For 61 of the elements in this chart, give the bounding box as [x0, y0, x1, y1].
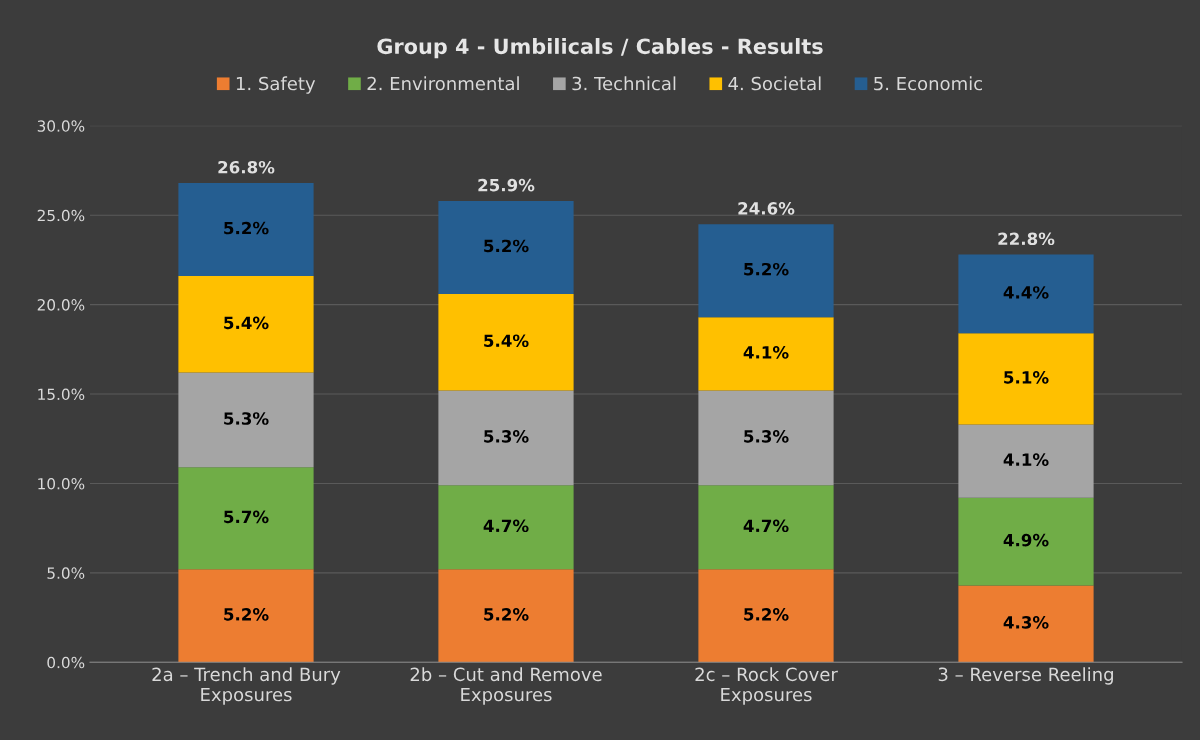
legend-label: 3. Technical — [572, 76, 676, 91]
y-tick-label: 0.0% — [47, 656, 85, 669]
bar — [178, 569, 314, 663]
data-label: 4.7% — [743, 519, 789, 533]
data-label: 4.3% — [1003, 616, 1049, 629]
chart-title: Group 4 - Umbilicals / Cables - Results — [377, 38, 823, 59]
data-label: 5.3% — [484, 430, 529, 443]
data-label: 4.4% — [1003, 286, 1049, 299]
bar — [698, 317, 834, 391]
bar — [698, 485, 834, 570]
bar — [958, 424, 1094, 498]
data-label: 5.3% — [744, 430, 789, 443]
bar — [438, 200, 574, 294]
bar — [958, 497, 1094, 586]
data-label: 4.9% — [1003, 533, 1049, 547]
x-tick-label: 2a – Trench and Bury Exposures — [152, 667, 341, 705]
total-label: 25.9% — [478, 178, 535, 192]
bar — [958, 254, 1094, 334]
data-label: 5.4% — [484, 334, 529, 348]
x-tick-label: 2b – Cut and Remove Exposures — [410, 667, 602, 705]
bar — [698, 224, 834, 318]
bar — [698, 390, 834, 486]
data-label: 5.7% — [224, 510, 269, 524]
bar — [178, 467, 314, 570]
legend-label: 1. Safety — [236, 76, 316, 94]
x-tick-label: 2c – Rock Cover Exposures — [695, 667, 838, 705]
data-label: 5.2% — [224, 221, 269, 235]
bar — [958, 333, 1094, 425]
y-tick-label: 20.0% — [37, 299, 85, 311]
data-label: 5.1% — [1004, 371, 1049, 384]
data-label: 5.3% — [224, 412, 269, 425]
data-label: 5.2% — [744, 262, 789, 276]
data-label: 5.4% — [224, 316, 269, 330]
legend-label: 4. Societal — [728, 76, 821, 91]
y-tick-label: 10.0% — [38, 477, 85, 490]
bar — [438, 293, 574, 391]
total-label: 22.8% — [998, 232, 1055, 246]
bar — [958, 585, 1094, 663]
total-label: 24.6% — [738, 202, 795, 215]
y-tick-label: 25.0% — [37, 209, 85, 222]
data-label: 5.2% — [484, 608, 529, 621]
legend-label: 5. Economic — [874, 76, 983, 91]
y-tick-label: 30.0% — [37, 120, 85, 132]
y-tick-label: 5.0% — [47, 567, 85, 579]
bar — [178, 183, 314, 277]
legend-label: 2. Environmental — [367, 76, 519, 91]
data-label: 5.2% — [224, 608, 269, 621]
total-label: 26.8% — [218, 160, 275, 174]
x-tick-label: 3 – Reverse Reeling — [938, 667, 1113, 685]
data-label: 4.1% — [743, 346, 789, 359]
data-label: 4.1% — [1003, 453, 1049, 466]
bar — [438, 485, 574, 570]
data-label: 5.2% — [484, 239, 529, 253]
bar — [698, 569, 834, 663]
y-tick-label: 15.0% — [38, 388, 85, 401]
data-label: 5.2% — [744, 608, 789, 621]
bar — [178, 372, 314, 468]
bar — [438, 569, 574, 663]
bar — [438, 390, 574, 486]
data-label: 4.7% — [483, 519, 529, 533]
bar — [178, 276, 314, 373]
